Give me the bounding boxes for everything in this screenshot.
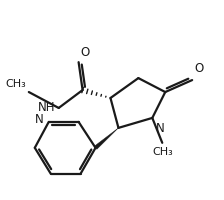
Text: O: O <box>81 46 90 59</box>
Text: NH: NH <box>38 101 56 114</box>
Text: CH₃: CH₃ <box>5 79 26 89</box>
Text: N: N <box>156 122 165 135</box>
Text: N: N <box>35 113 44 126</box>
Text: O: O <box>194 62 203 75</box>
Polygon shape <box>94 128 118 149</box>
Text: CH₃: CH₃ <box>152 147 173 157</box>
